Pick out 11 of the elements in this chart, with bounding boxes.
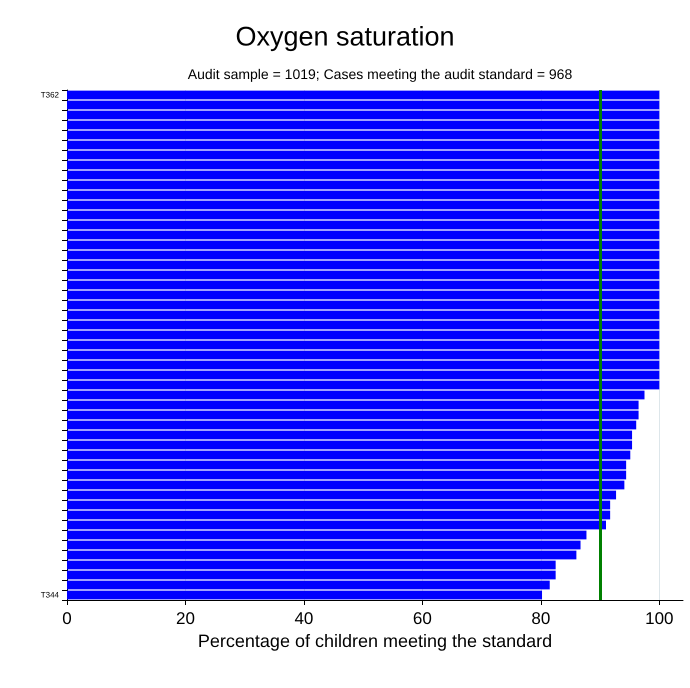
x-tick-label: 0 (62, 609, 72, 628)
x-tick-label: 20 (176, 609, 195, 628)
x-tick-label: 100 (645, 609, 674, 628)
x-axis-title: Percentage of children meeting the standard (198, 631, 552, 651)
y-tick-label: T362 (40, 90, 60, 100)
x-tick-label: 80 (531, 609, 550, 628)
y-tick-label: T344 (40, 590, 60, 600)
chart-title: Oxygen saturation (235, 22, 455, 52)
x-tick-label: 60 (412, 609, 432, 628)
chart-subtitle: Audit sample = 1019; Cases meeting the audit standard = 968 (188, 66, 572, 82)
x-tick-label: 40 (294, 609, 314, 628)
